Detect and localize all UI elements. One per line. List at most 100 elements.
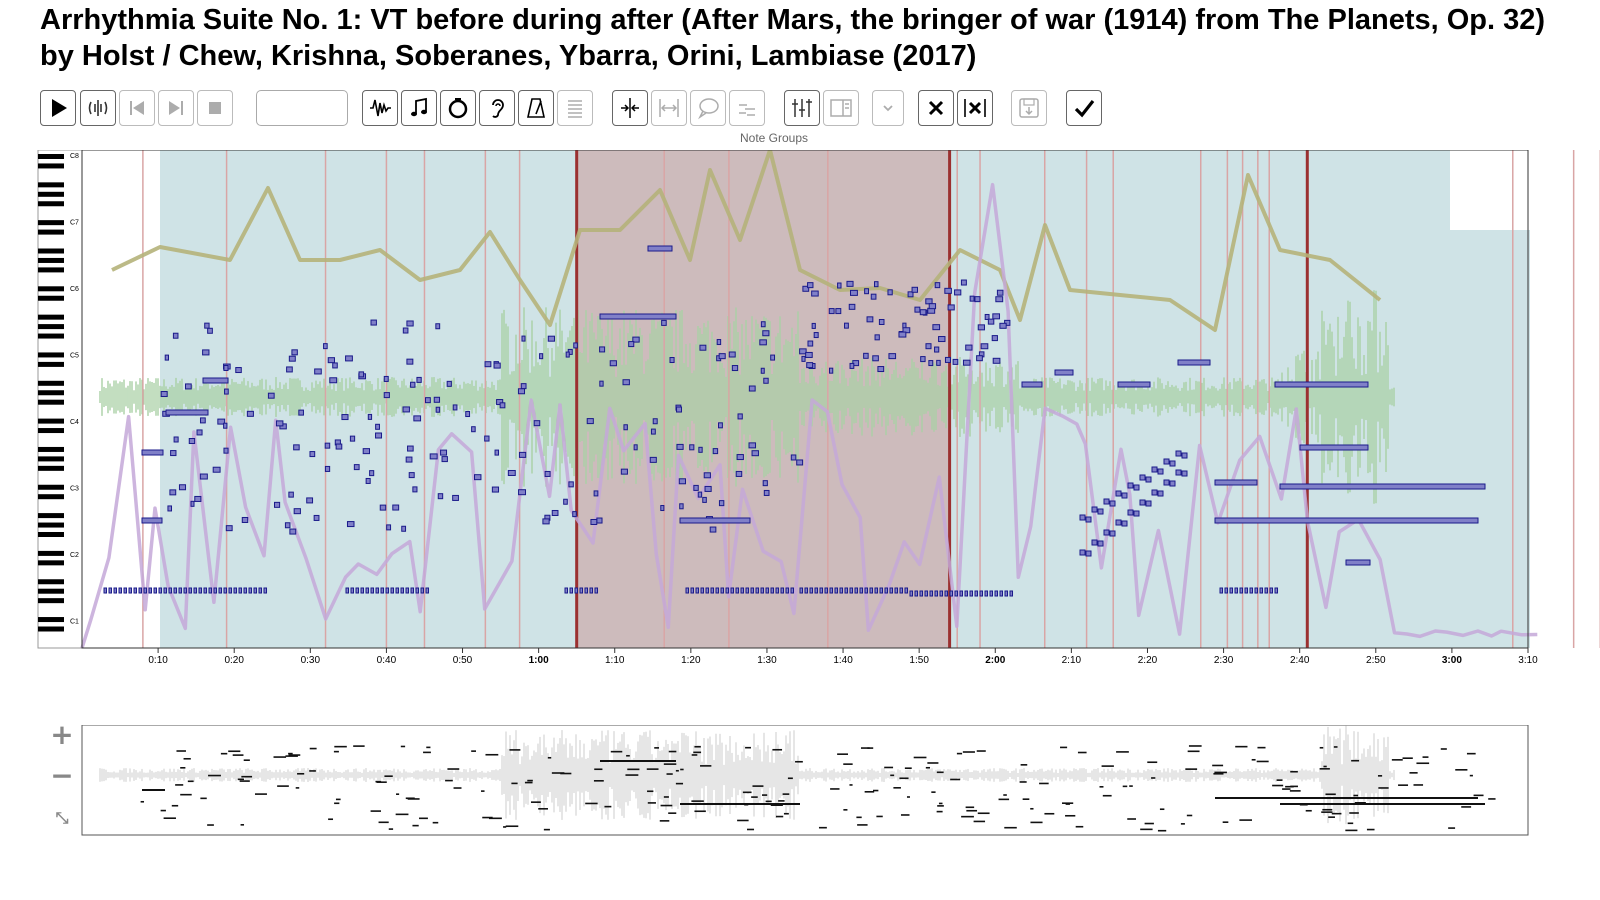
minimap-note [1331, 812, 1342, 815]
note [586, 418, 594, 425]
octave-label: C2 [70, 552, 79, 559]
note [386, 524, 392, 531]
note [849, 362, 855, 369]
minimap-view[interactable] [0, 725, 1600, 875]
note [799, 587, 803, 594]
note-long [1345, 559, 1371, 566]
minimap-note [297, 772, 305, 775]
note [172, 332, 179, 339]
play-button[interactable] [40, 90, 76, 126]
zoom-in-button[interactable]: + [50, 717, 74, 751]
note [920, 356, 926, 363]
split-button[interactable] [612, 90, 648, 126]
fit-view-button[interactable]: ⤡ [55, 808, 69, 827]
note [178, 484, 187, 491]
minimap-note [240, 824, 245, 826]
metronome-button[interactable] [518, 90, 554, 126]
delete-boundary-button[interactable] [957, 90, 993, 126]
minimap-note [243, 759, 250, 761]
note [288, 355, 296, 362]
note [976, 355, 983, 362]
note [863, 352, 869, 359]
delete-button[interactable] [918, 90, 954, 126]
minimap-note [1466, 752, 1476, 755]
note [984, 590, 988, 597]
note [213, 587, 217, 594]
minimap-note [962, 751, 975, 753]
waveform-button[interactable] [362, 90, 398, 126]
comment-button[interactable] [690, 90, 726, 126]
note [353, 464, 360, 471]
note [872, 355, 879, 362]
note [258, 587, 262, 594]
note [507, 469, 516, 476]
note [705, 587, 709, 594]
note [402, 327, 409, 334]
note [395, 587, 399, 594]
time-tick-label: 2:40 [1290, 655, 1310, 666]
note [207, 327, 213, 334]
minimap-note [538, 808, 548, 810]
minimap-note [1413, 784, 1424, 786]
note [313, 514, 320, 521]
note [1151, 466, 1158, 473]
note [355, 587, 359, 594]
note [994, 590, 998, 597]
minimap-note [625, 774, 639, 776]
panels-button[interactable] [823, 90, 859, 126]
spectrum-tail [1390, 230, 1530, 648]
mixer-button[interactable] [784, 90, 820, 126]
audio-button[interactable] [80, 90, 116, 126]
note [864, 288, 870, 295]
note [390, 587, 394, 594]
note [1127, 482, 1134, 489]
minimap-note [1305, 809, 1312, 812]
note [914, 590, 918, 597]
note [286, 366, 293, 373]
note [405, 456, 413, 463]
note [293, 444, 300, 451]
note [874, 587, 878, 594]
note [960, 279, 967, 286]
skip-back-button[interactable] [119, 90, 155, 126]
time-input[interactable] [256, 90, 348, 126]
note [938, 336, 946, 343]
stop-button[interactable] [197, 90, 233, 126]
confirm-button[interactable] [1066, 90, 1102, 126]
note [947, 304, 955, 311]
note [367, 413, 373, 420]
spring-button[interactable] [557, 90, 593, 126]
minimap-note [904, 767, 912, 769]
minimap-note [1077, 751, 1087, 754]
pianoroll-view[interactable]: C8 C7 C6 C5 C4 C3 C2 C1 0:10 0:20 0:30 0:40 0:50 1:00… [0, 150, 1600, 690]
note [401, 525, 407, 532]
note [907, 291, 914, 298]
note [685, 587, 689, 594]
note [731, 365, 739, 372]
note [533, 420, 541, 427]
note [718, 422, 723, 429]
note [579, 587, 583, 594]
note [518, 489, 527, 496]
note [425, 587, 429, 594]
listen-button[interactable] [479, 90, 515, 126]
note [979, 590, 983, 597]
save-button[interactable] [1011, 90, 1047, 126]
note [1091, 506, 1098, 513]
notes-button[interactable] [401, 90, 437, 126]
merge-button[interactable] [651, 90, 687, 126]
note [703, 472, 711, 479]
skip-forward-button[interactable] [158, 90, 194, 126]
minimap-note [966, 809, 978, 812]
note-groups-button[interactable] [729, 90, 765, 126]
minimap-note [778, 800, 785, 802]
black-key [38, 494, 64, 500]
minimap-note [884, 766, 894, 769]
tonnetz-button[interactable] [440, 90, 476, 126]
minimap-note [867, 747, 874, 749]
black-key [38, 324, 64, 330]
note [834, 587, 838, 594]
minimap-note [453, 787, 462, 789]
dropdown-button[interactable] [872, 90, 904, 126]
zoom-out-button[interactable]: − [50, 758, 74, 792]
